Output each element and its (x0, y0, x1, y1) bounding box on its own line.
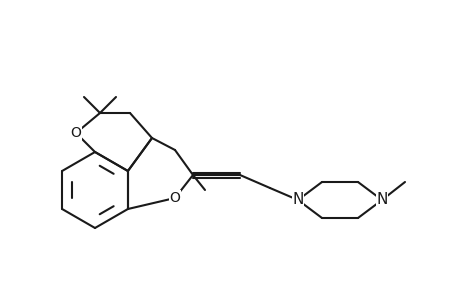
Text: N: N (375, 193, 387, 208)
Text: N: N (291, 193, 303, 208)
Text: O: O (70, 126, 81, 140)
Text: N: N (291, 193, 303, 208)
Text: O: O (169, 191, 180, 205)
